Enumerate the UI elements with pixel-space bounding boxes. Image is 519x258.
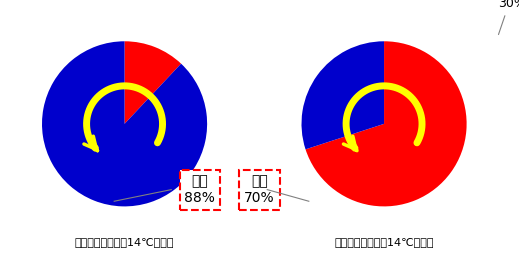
Text: 【寝室平均温度が14℃未満】: 【寝室平均温度が14℃未満】 xyxy=(75,237,174,247)
Text: 【寝室平均温度が14℃以上】: 【寝室平均温度が14℃以上】 xyxy=(334,237,434,247)
Text: 集合
70%: 集合 70% xyxy=(244,174,275,205)
Wedge shape xyxy=(42,41,207,206)
Wedge shape xyxy=(302,41,384,149)
Text: 戸建
88%: 戸建 88% xyxy=(184,174,215,205)
Text: 戸建
30%: 戸建 30% xyxy=(498,0,519,35)
Wedge shape xyxy=(125,41,181,124)
Wedge shape xyxy=(306,41,467,206)
